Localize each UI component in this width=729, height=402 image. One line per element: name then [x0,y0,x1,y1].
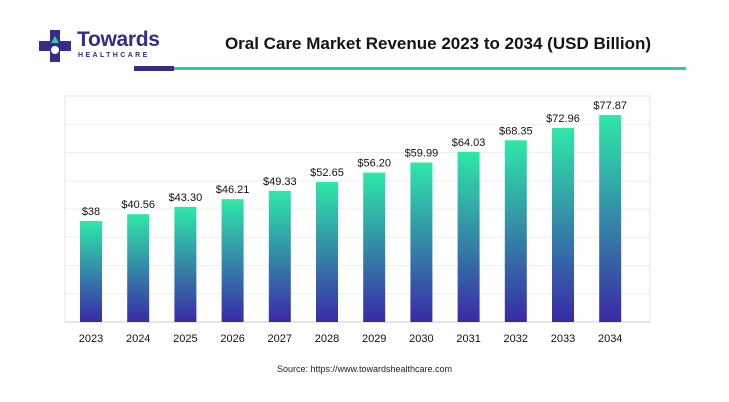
title-underline-accent [134,66,174,71]
value-label-2028: $52.65 [310,167,344,179]
value-label-2029: $56.20 [357,158,391,170]
value-label-2032: $68.35 [499,125,533,137]
source-note: Source: https://www.towardshealthcare.co… [276,364,453,374]
brand-name: Towards [77,28,160,51]
title-underline [134,67,686,70]
value-label-2023: $38 [82,206,100,218]
bar-2033 [552,128,574,322]
chart-title: Oral Care Market Revenue 2023 to 2034 (U… [224,34,652,53]
bar-2024 [127,214,150,322]
value-label-2026: $46.21 [216,184,250,196]
x-tick-label-2034: 2034 [598,333,622,345]
x-tick-label-2030: 2030 [409,333,433,345]
value-label-2027: $49.33 [263,176,297,188]
x-tick-label-2031: 2031 [456,333,480,345]
x-tick-label-2023: 2023 [79,333,103,345]
value-label-2031: $64.03 [452,137,486,149]
x-tick-label-2029: 2029 [362,333,386,345]
bar-2023 [80,220,102,322]
x-axis-labels: 2023 2024 2025 2026 2027 2028 2029 2030 2031 2032… [79,333,623,345]
x-tick-label-2026: 2026 [220,333,244,345]
bar-2030 [410,162,433,322]
x-tick-label-2028: 2028 [315,333,339,345]
value-labels: $38 $40.56 $43.30 $46.21 $49.33 $52.65 $56.20 $… [82,100,627,218]
value-label-2024: $40.56 [121,199,155,211]
chart-bars [80,114,622,322]
x-tick-label-2027: 2027 [268,333,292,345]
bar-2031 [457,151,480,322]
value-label-2033: $72.96 [546,113,580,125]
x-tick-label-2025: 2025 [173,333,197,345]
brand-logo: Towards HEALTHCARE [37,28,167,68]
plus-cross-logo-icon [39,30,71,62]
bar-2032 [504,140,527,322]
value-label-2030: $59.99 [405,147,439,159]
bar-2029 [363,172,386,322]
bar-2028 [316,182,338,322]
bar-2025 [174,206,197,322]
bar-2034 [599,114,622,322]
bar-2027 [268,190,291,322]
x-tick-label-2032: 2032 [504,333,528,345]
x-tick-label-2024: 2024 [126,333,150,345]
value-label-2034: $77.87 [593,100,627,112]
x-tick-label-2033: 2033 [551,333,575,345]
value-label-2025: $43.30 [169,192,203,204]
brand-sub: HEALTHCARE [78,52,150,59]
bar-2026 [221,199,244,322]
